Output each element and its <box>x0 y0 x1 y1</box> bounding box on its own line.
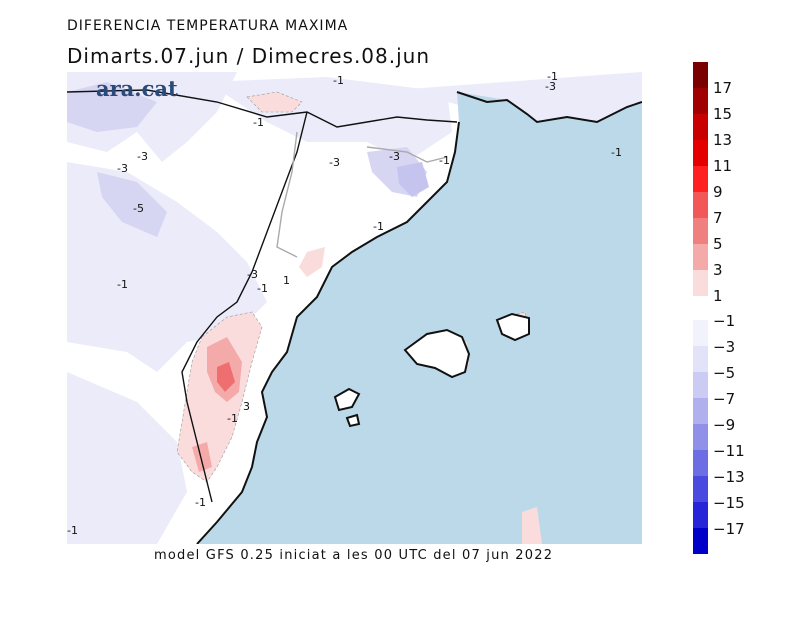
legend-swatch <box>693 346 708 372</box>
legend-swatch <box>693 192 708 218</box>
ara-cat-logo: ara.cat <box>96 76 178 101</box>
legend-label: 17 <box>713 79 733 97</box>
contour-label: -1 <box>195 496 206 509</box>
contour-label: -1 <box>257 282 268 295</box>
contour-label: 3 <box>243 400 250 413</box>
legend-swatch <box>693 270 708 296</box>
model-footer: model GFS 0.25 iniciat a les 00 UTC del … <box>154 548 554 563</box>
legend-label: −9 <box>713 416 736 434</box>
contour-label: -1 <box>253 116 264 129</box>
legend-label: 9 <box>713 183 723 201</box>
contour-label: -5 <box>133 202 144 215</box>
legend-label: −11 <box>713 442 745 460</box>
coastline <box>196 91 642 544</box>
legend-swatch <box>693 424 708 450</box>
contour-label: -1 <box>547 72 558 83</box>
date-range-subtitle: Dimarts.07.jun / Dimecres.08.jun <box>67 44 431 68</box>
legend-label: 11 <box>713 157 733 175</box>
legend-swatch <box>693 244 708 270</box>
legend-label: 15 <box>713 105 733 123</box>
borders <box>67 89 458 503</box>
legend-swatch <box>693 88 708 114</box>
color-legend: 17 15 13 11 9 7 5 3 1 −1 −3 −5 −7 −9 −11 −13 −15 −17 <box>693 62 773 556</box>
legend-label: −15 <box>713 494 745 512</box>
legend-swatch <box>693 372 708 398</box>
contour-label: -3 <box>117 162 128 175</box>
contour-label: -3 <box>329 156 340 169</box>
contour-label: -1 <box>439 154 450 167</box>
contour-label: -3 <box>545 80 556 93</box>
mallorca <box>403 328 471 379</box>
legend-swatch <box>693 140 708 166</box>
cool-mid-areas <box>67 82 429 237</box>
legend-swatch <box>693 528 708 554</box>
sea <box>197 92 642 544</box>
temperature-difference-map: -1 -3 -3 -5 -1 -3 -1 -3 -1 -1 -1 -3 -1 1… <box>67 72 642 544</box>
legend-label: −17 <box>713 520 745 538</box>
contour-label: -1 <box>611 146 622 159</box>
contour-label: -3 <box>247 268 258 281</box>
contour-label: -1 <box>333 74 344 87</box>
contour-label: -3 <box>389 150 400 163</box>
legend-swatch <box>693 502 708 528</box>
ibiza <box>333 387 361 412</box>
islands <box>333 312 530 428</box>
contour-label: -1 <box>227 412 238 425</box>
contour-label: -1 <box>373 220 384 233</box>
legend-label: 1 <box>713 287 723 305</box>
legend-swatch <box>693 114 708 140</box>
legend-label: 7 <box>713 209 723 227</box>
legend-swatch <box>693 218 708 244</box>
menorca <box>495 312 530 342</box>
contour-label: 1 <box>283 274 290 287</box>
legend-swatch <box>693 320 708 346</box>
formentera <box>345 413 361 428</box>
legend-label: −13 <box>713 468 745 486</box>
contour-label: -1 <box>117 278 128 291</box>
legend-swatch <box>693 450 708 476</box>
legend-swatch <box>693 398 708 424</box>
legend-label: 13 <box>713 131 733 149</box>
legend-label: −5 <box>713 364 736 382</box>
legend-label: 5 <box>713 235 723 253</box>
legend-label: −7 <box>713 390 736 408</box>
legend-label: −3 <box>713 338 736 356</box>
contour-label: -3 <box>137 150 148 163</box>
legend-label: 3 <box>713 261 723 279</box>
legend-swatch <box>693 62 708 88</box>
contour-label: -1 <box>67 524 78 537</box>
legend-swatch <box>693 476 708 502</box>
province-borders <box>276 131 448 258</box>
legend-swatch <box>693 166 708 192</box>
legend-label: −1 <box>713 312 736 330</box>
contour-labels: -1 -3 -3 -5 -1 -3 -1 -3 -1 -1 -1 -3 -1 1… <box>67 72 622 537</box>
map-title: DIFERENCIA TEMPERATURA MAXIMA <box>67 18 349 34</box>
